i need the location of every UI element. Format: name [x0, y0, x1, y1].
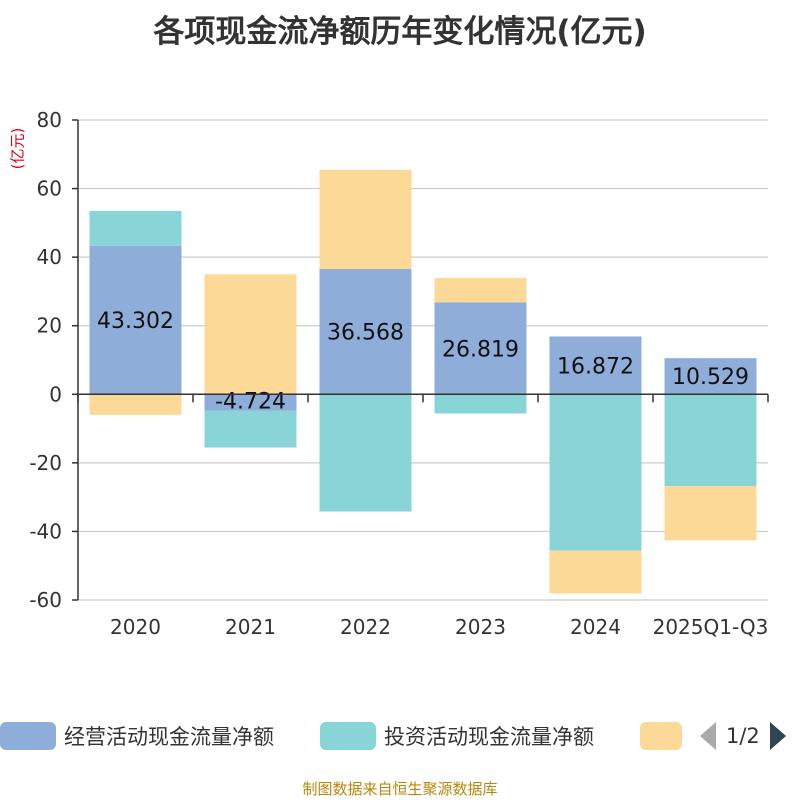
- data-label-2025Q1-Q3: 10.529: [672, 365, 749, 390]
- y-tick-label-4: 0: [49, 382, 62, 406]
- bar-2021-series-0[interactable]: [204, 394, 297, 411]
- axes: 80 60 40 20 0 -20 -40 -60 2020 2021 2022 2023 2024 20…: [29, 108, 769, 639]
- legend-swatch-financing: [640, 722, 682, 750]
- bar-2024-series-0[interactable]: [549, 336, 642, 395]
- legend-item-financing[interactable]: [640, 716, 682, 756]
- bar-2022-series-0[interactable]: [319, 268, 412, 395]
- legend-item-operating[interactable]: 经营活动现金流量净额: [0, 716, 274, 756]
- legend-pager: 1/2: [700, 716, 786, 756]
- legend-label-investing: 投资活动现金流量净额: [384, 725, 594, 749]
- x-tick-label-2022: 2022: [340, 615, 391, 639]
- legend-label-operating: 经营活动现金流量净额: [64, 725, 274, 749]
- data-label-2022: 36.568: [327, 321, 404, 346]
- data-label-2024: 16.872: [557, 354, 634, 379]
- bar-series: [89, 169, 757, 594]
- cash-flow-chart: 43.302 -4.724 36.568 26.819 16.872 10.529 80 6…: [29, 108, 769, 639]
- bar-2022-series-1[interactable]: [319, 394, 412, 512]
- y-tick-label-3: 20: [37, 314, 62, 338]
- data-labels: 43.302 -4.724 36.568 26.819 16.872 10.529: [97, 309, 749, 414]
- chart-title: 各项现金流净额历年变化情况(亿元): [153, 14, 647, 50]
- data-label-2023: 26.819: [442, 337, 519, 362]
- bar-2023-series-0[interactable]: [434, 302, 527, 395]
- data-source-note: 制图数据来自恒生聚源数据库: [302, 780, 498, 798]
- x-tick-label-2023: 2023: [455, 615, 506, 639]
- bar-2022-series-2[interactable]: [319, 169, 412, 269]
- bar-2024-series-2[interactable]: [549, 550, 642, 594]
- legend-item-investing[interactable]: 投资活动现金流量净额: [320, 716, 594, 756]
- bar-2020-series-1[interactable]: [89, 210, 182, 246]
- x-tick-label-2021: 2021: [225, 615, 276, 639]
- x-tick-label-2020: 2020: [110, 615, 161, 639]
- y-tick-label-2: 40: [37, 245, 62, 269]
- bar-2025Q1-Q3-series-0[interactable]: [664, 358, 757, 395]
- bar-2023-series-1[interactable]: [434, 394, 527, 414]
- legend-swatch-operating: [0, 722, 56, 750]
- x-tick-label-2025Q1-Q3: 2025Q1-Q3: [653, 615, 769, 639]
- y-tick-label-1: 60: [37, 177, 62, 201]
- y-tick-label-5: -20: [29, 451, 62, 475]
- bar-2025Q1-Q3-series-1[interactable]: [664, 394, 757, 487]
- legend-page-number: 1/2: [726, 724, 760, 748]
- y-tick-label-6: -40: [29, 519, 62, 543]
- legend-next-icon[interactable]: [769, 722, 786, 750]
- bar-2025Q1-Q3-series-2[interactable]: [664, 486, 757, 541]
- y-tick-label-0: 80: [37, 108, 62, 132]
- bar-2020-series-0[interactable]: [89, 245, 182, 395]
- legend: 经营活动现金流量净额 投资活动现金流量净额: [0, 716, 800, 756]
- y-tick-label-7: -60: [29, 588, 62, 612]
- bar-2020-series-2[interactable]: [89, 394, 182, 415]
- grid-lines: [78, 119, 768, 601]
- bar-2023-series-2[interactable]: [434, 277, 527, 303]
- x-tick-label-2024: 2024: [570, 615, 621, 639]
- legend-prev-icon[interactable]: [700, 722, 716, 750]
- bar-2021-series-2[interactable]: [204, 274, 297, 395]
- data-label-2021: -4.724: [215, 389, 286, 414]
- legend-swatch-investing: [320, 722, 376, 750]
- bar-2021-series-1[interactable]: [204, 410, 297, 448]
- data-label-2020: 43.302: [97, 309, 174, 334]
- bar-2024-series-1[interactable]: [549, 394, 642, 551]
